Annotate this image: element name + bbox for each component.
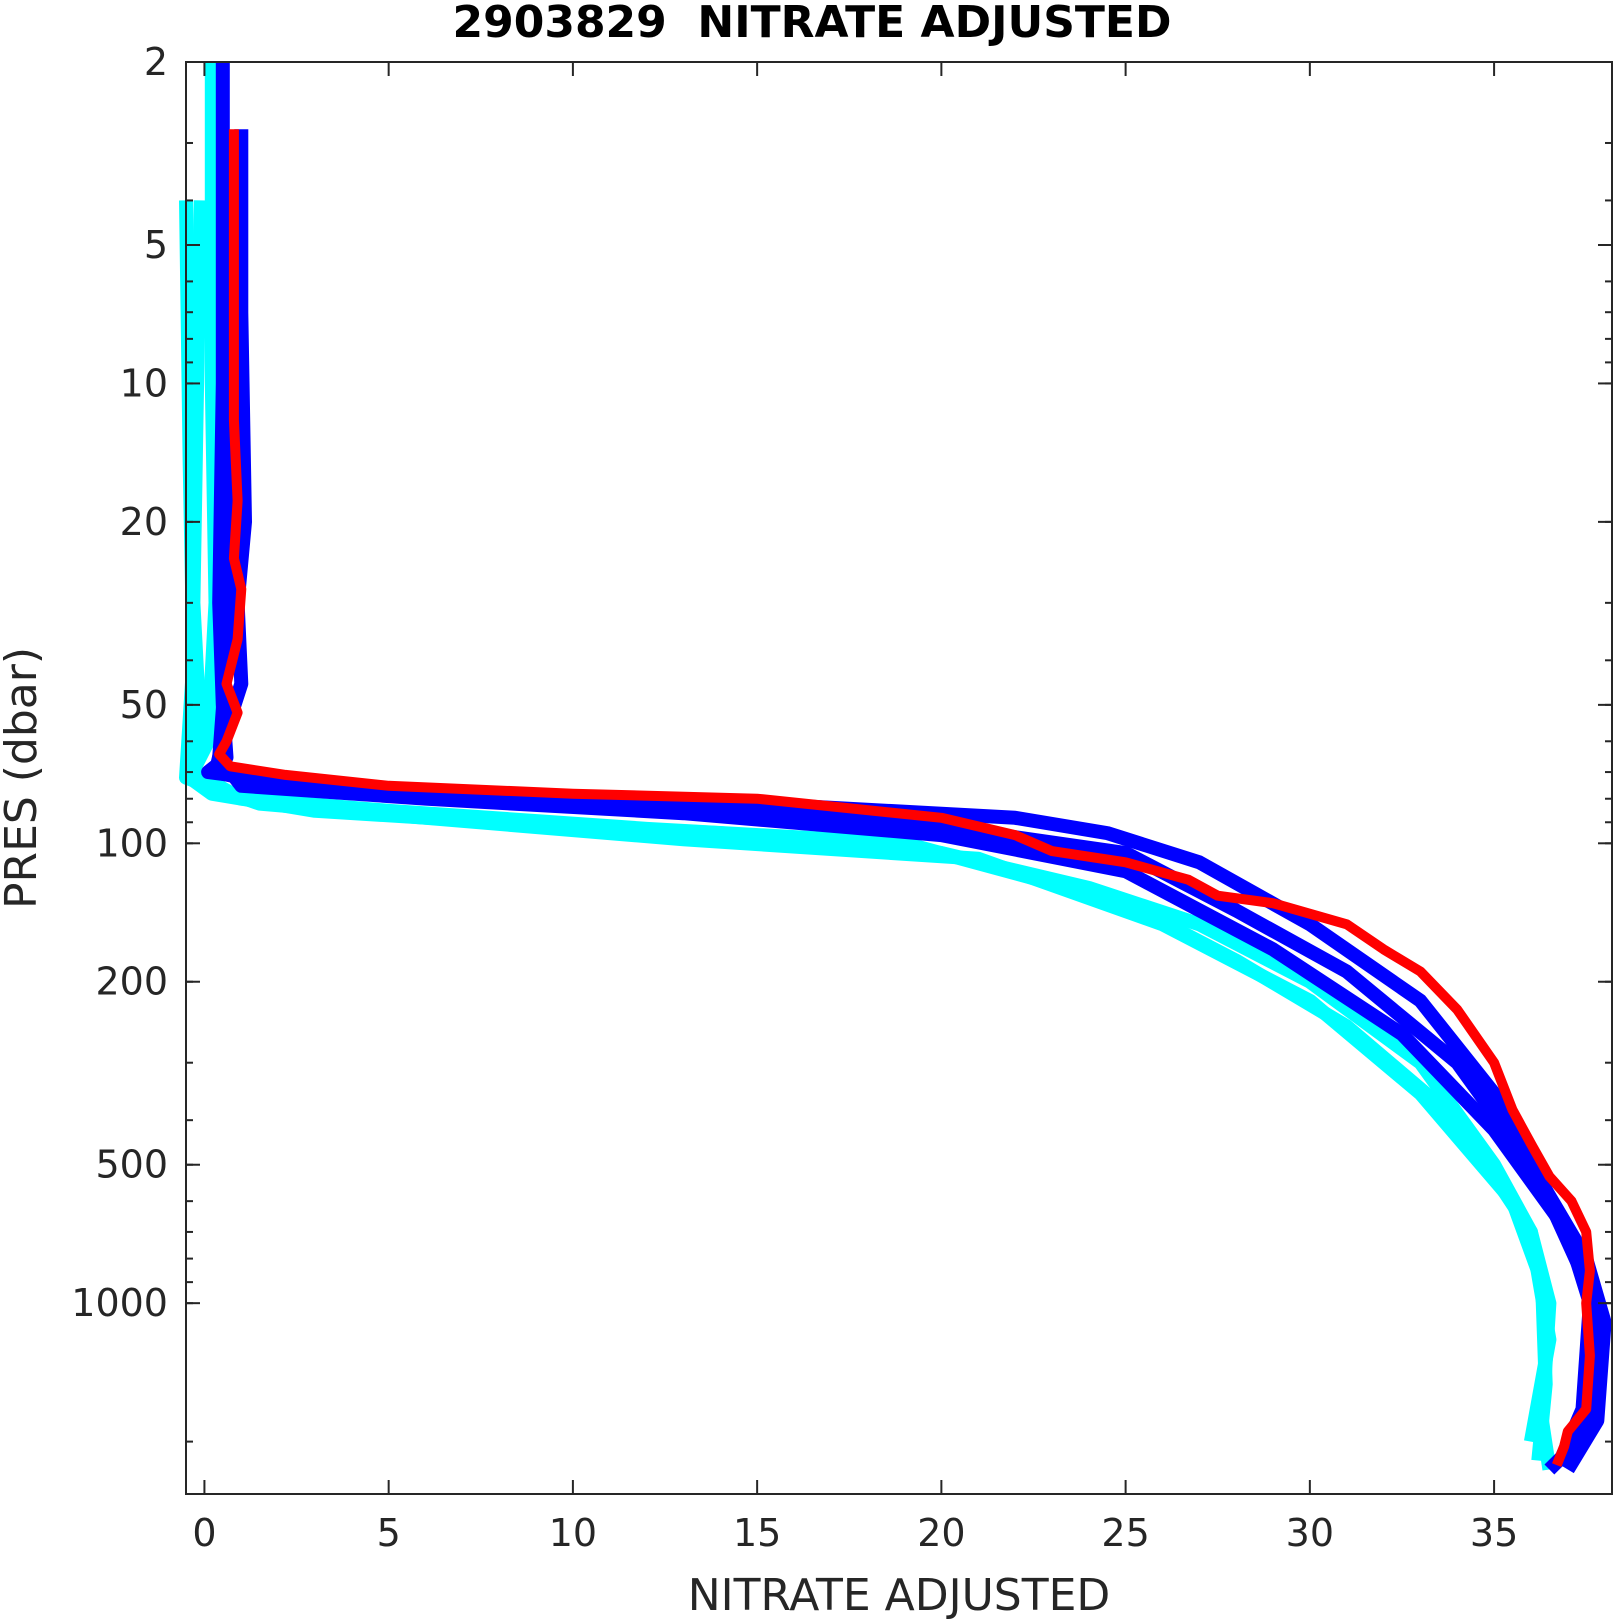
series-line-1 [182,62,1557,1471]
y-tick-label: 200 [95,960,168,1004]
chart-title: 2903829 NITRATE ADJUSTED [452,0,1172,48]
y-tick-label: 100 [95,821,168,865]
x-tick-label: 5 [377,1511,401,1555]
plot-frame [185,61,1613,1495]
y-tick-label: 1000 [71,1281,168,1325]
x-axis-label: NITRATE ADJUSTED [687,1570,1111,1621]
x-tick-label: 35 [1470,1511,1518,1555]
x-tick-label: 25 [1101,1511,1149,1555]
y-tick-label: 2 [144,40,168,84]
x-tick-label: 20 [917,1511,965,1555]
y-tick-label: 20 [120,500,168,544]
series-line-3 [179,200,1553,1462]
x-tick-label: 0 [192,1511,216,1555]
y-tick-label: 50 [120,683,168,727]
x-tick-label: 15 [733,1511,781,1555]
y-tick-label: 10 [120,361,168,405]
series-line-7 [214,129,1595,1467]
series-line-4 [201,62,1605,1475]
x-tick-label: 10 [549,1511,597,1555]
series-layer [179,62,1612,1475]
y-tick-label: 500 [95,1143,168,1187]
series-line-6 [212,245,1597,1464]
x-tick-label: 30 [1286,1511,1334,1555]
y-tick-label: 5 [144,223,168,267]
